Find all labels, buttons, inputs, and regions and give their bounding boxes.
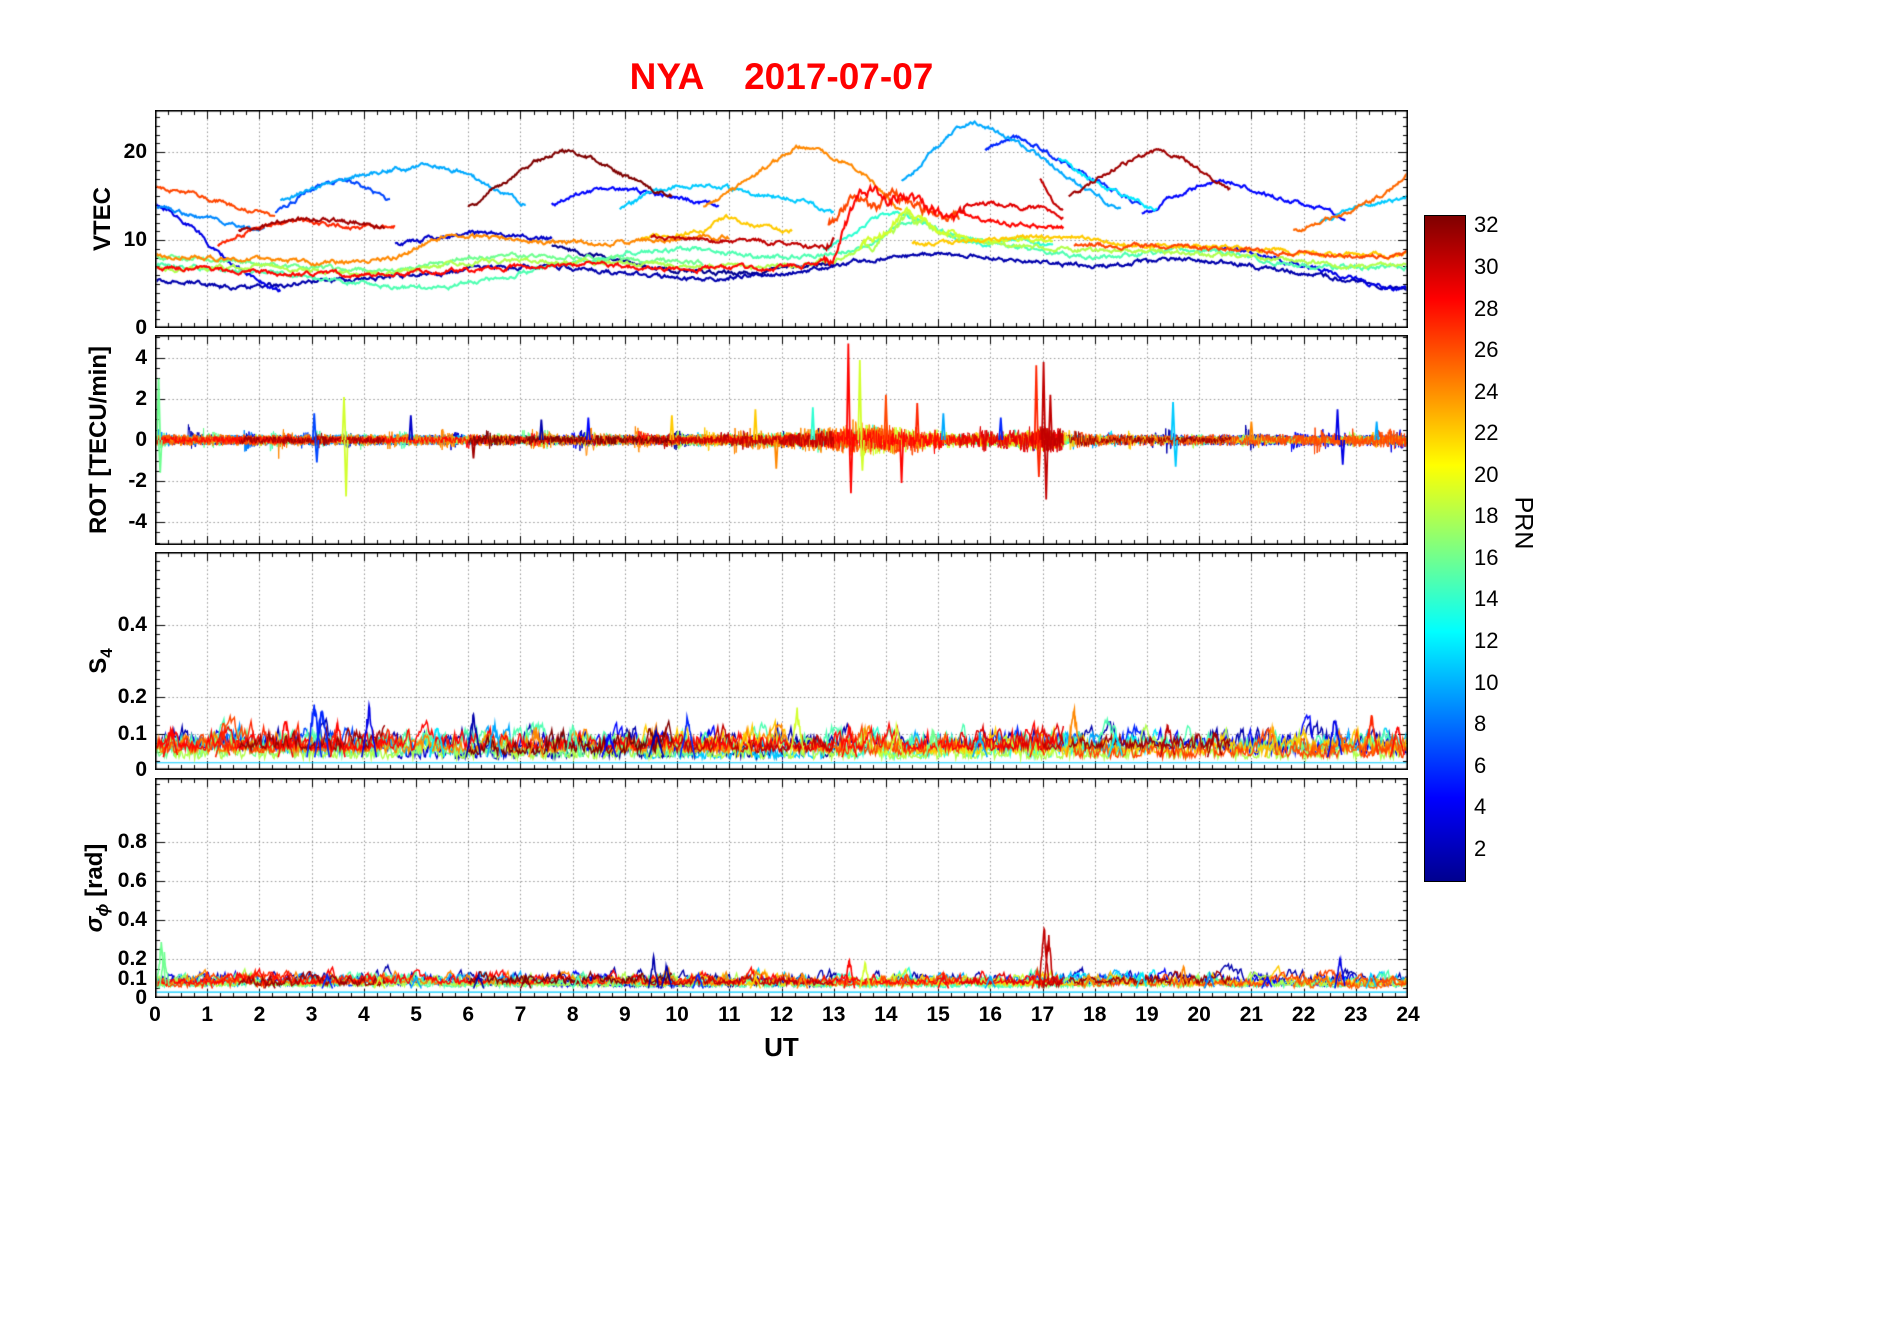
x-tick-label: 23 xyxy=(1344,1003,1368,1026)
y-tick-label: 0 xyxy=(135,316,147,339)
x-tick-label: 7 xyxy=(514,1003,527,1026)
s4-axis-label: S4 xyxy=(85,648,117,673)
x-tick-label: 21 xyxy=(1239,1003,1264,1026)
colorbar-tick-label: 4 xyxy=(1474,794,1487,820)
x-tick-label: 5 xyxy=(410,1003,422,1026)
x-tick-label: 24 xyxy=(1396,1003,1420,1026)
x-tick-label: 11 xyxy=(718,1003,741,1026)
colorbar-tick-label: 32 xyxy=(1474,212,1499,238)
y-tick-label: 0.4 xyxy=(117,612,147,636)
colorbar-tick-label: 6 xyxy=(1474,752,1487,778)
colorbar-tick-label: 8 xyxy=(1474,711,1487,737)
x-tick-label: 17 xyxy=(1030,1003,1055,1026)
x-tick-label: 20 xyxy=(1187,1003,1211,1026)
y-tick-label: 0.1 xyxy=(117,966,147,990)
x-tick-label: 18 xyxy=(1083,1003,1107,1026)
x-tick-label: 22 xyxy=(1291,1003,1316,1026)
chart-title: NYA 2017-07-07 xyxy=(629,56,934,97)
x-tick-label: 13 xyxy=(822,1003,846,1026)
colorbar-tick-label: 24 xyxy=(1474,378,1499,404)
colorbar xyxy=(1424,215,1466,882)
colorbar-tick-label: 10 xyxy=(1474,669,1499,695)
y-tick-label: 2 xyxy=(135,386,147,410)
x-tick-label: 2 xyxy=(253,1003,266,1026)
x-tick-label: 1 xyxy=(201,1003,214,1026)
y-tick-label: 0 xyxy=(135,758,147,781)
colorbar-tick-label: 18 xyxy=(1474,503,1499,529)
y-tick-label: 0.6 xyxy=(117,869,147,893)
x-tick-label: 19 xyxy=(1135,1003,1159,1026)
colorbar-label: PRN xyxy=(1509,496,1538,550)
colorbar-tick-label: 20 xyxy=(1474,461,1499,487)
x-tick-label: 10 xyxy=(665,1003,689,1026)
colorbar-tick-label: 22 xyxy=(1474,420,1499,446)
vtec-panel xyxy=(155,110,1408,328)
rot-panel xyxy=(155,335,1408,545)
y-tick-label: 0.2 xyxy=(117,685,147,709)
colorbar-tick-label: 12 xyxy=(1474,628,1499,654)
y-tick-label: 4 xyxy=(135,345,147,369)
colorbar-tick-label: 28 xyxy=(1474,295,1499,321)
x-tick-label: 8 xyxy=(566,1003,579,1026)
s4-label-main: S xyxy=(85,657,113,674)
x-tick-label: 16 xyxy=(978,1003,1002,1026)
colorbar-tick-label: 2 xyxy=(1474,835,1487,861)
x-tick-label: 4 xyxy=(357,1003,370,1026)
y-tick-label: -4 xyxy=(128,510,147,534)
y-tick-label: -2 xyxy=(128,469,147,493)
y-tick-label: 0.8 xyxy=(117,830,147,854)
y-tick-label: 10 xyxy=(123,228,147,252)
colorbar-tick-label: 14 xyxy=(1474,586,1499,612)
colorbar-tick-label: 30 xyxy=(1474,253,1499,279)
x-tick-label: 15 xyxy=(926,1003,950,1026)
sigma-panel xyxy=(155,778,1408,998)
x-tick-label: 14 xyxy=(874,1003,898,1026)
x-tick-label: 6 xyxy=(462,1003,475,1026)
s4-panel xyxy=(155,552,1408,770)
x-tick-label: 9 xyxy=(619,1003,631,1026)
s4-label-sub: 4 xyxy=(96,648,116,658)
y-tick-label: 0.1 xyxy=(117,721,147,745)
y-tick-label: 0.2 xyxy=(117,947,147,971)
y-tick-label: 0 xyxy=(135,428,147,451)
y-tick-label: 20 xyxy=(123,140,147,164)
colorbar-tick-label: 26 xyxy=(1474,337,1499,363)
x-axis-label: UT xyxy=(764,1032,799,1062)
y-tick-label: 0.4 xyxy=(117,908,147,932)
y-tick-label: 0 xyxy=(135,986,147,1009)
colorbar-tick-label: 16 xyxy=(1474,544,1499,570)
x-tick-label: 3 xyxy=(305,1003,318,1026)
x-tick-label: 12 xyxy=(769,1003,794,1026)
x-tick-label: 0 xyxy=(149,1003,161,1026)
